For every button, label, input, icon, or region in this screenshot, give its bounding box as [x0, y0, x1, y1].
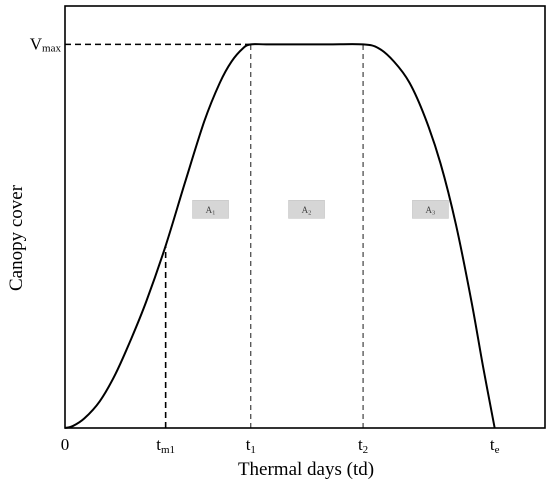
x-axis-label: Thermal days (td) — [238, 459, 374, 480]
annotation-label: A2 — [302, 205, 312, 217]
annotation-box — [412, 200, 449, 219]
x-tick-label-2: tm1 — [156, 435, 175, 456]
annotation-label: A1 — [206, 205, 216, 217]
x-tick-label-5: te — [490, 435, 500, 456]
x-tick-label-1: 0 — [61, 435, 70, 454]
plot-frame — [64, 5, 546, 429]
series-line-1 — [64, 43, 496, 429]
y-axis-label: Canopy cover — [6, 184, 27, 291]
annotation-box — [288, 200, 325, 219]
y-tick-label-1: Vmax — [30, 34, 62, 54]
annotation-3: A3 — [412, 200, 449, 219]
x-tick-label-4: t2 — [358, 435, 368, 456]
annotation-box — [192, 200, 229, 219]
annotation-1: A1 — [192, 200, 229, 219]
x-tick-label-3: t1 — [246, 435, 256, 456]
annotation-2: A2 — [288, 200, 325, 219]
annotation-label: A3 — [426, 205, 436, 217]
